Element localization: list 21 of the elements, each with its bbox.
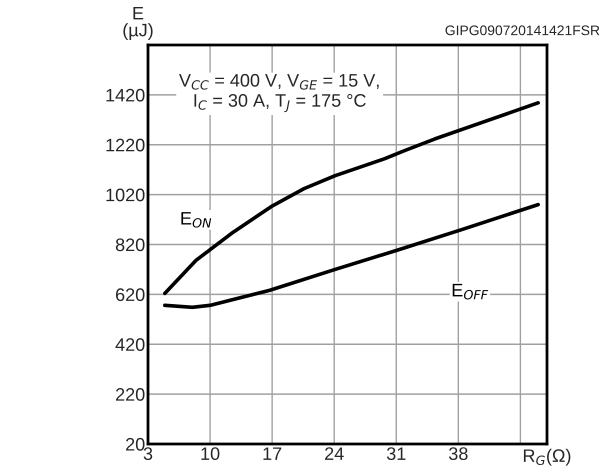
y-tick-label: 20: [126, 438, 145, 451]
y-tick-label: 620: [116, 288, 145, 302]
y-tick-label: 1220: [106, 138, 145, 152]
x-axis-title: R$_{G}$(Ω): [524, 448, 570, 466]
x-tick-label: 38: [448, 447, 468, 460]
text: GIPG090720141421FSR: [446, 25, 600, 36]
x-tick-label: 24: [325, 447, 344, 460]
text: V$_{CC}$ = 400 V, V$_{GE}$ = 15 V, I$_{C}$ = 30 A, T$_{J}$ = 175 °C: [179, 74, 379, 112]
y-tick-label: 420: [116, 338, 145, 351]
x-tick-label: 10: [201, 447, 220, 460]
x-tick-label: 3: [144, 447, 152, 460]
text: E$_{OFF}$: [452, 284, 488, 300]
y-tick-label: 820: [116, 238, 145, 252]
y-tick-label: 220: [116, 388, 145, 401]
x-tick-label: 17: [263, 447, 282, 460]
line-series: [163, 202, 540, 310]
y-tick-label: 1020: [106, 188, 145, 202]
y-axis-title: E (µJ): [123, 7, 153, 40]
y-tick-label: 1420: [106, 88, 145, 102]
series-label: E$_{ON}$: [181, 212, 212, 228]
x-tick-label: 31: [386, 447, 406, 460]
